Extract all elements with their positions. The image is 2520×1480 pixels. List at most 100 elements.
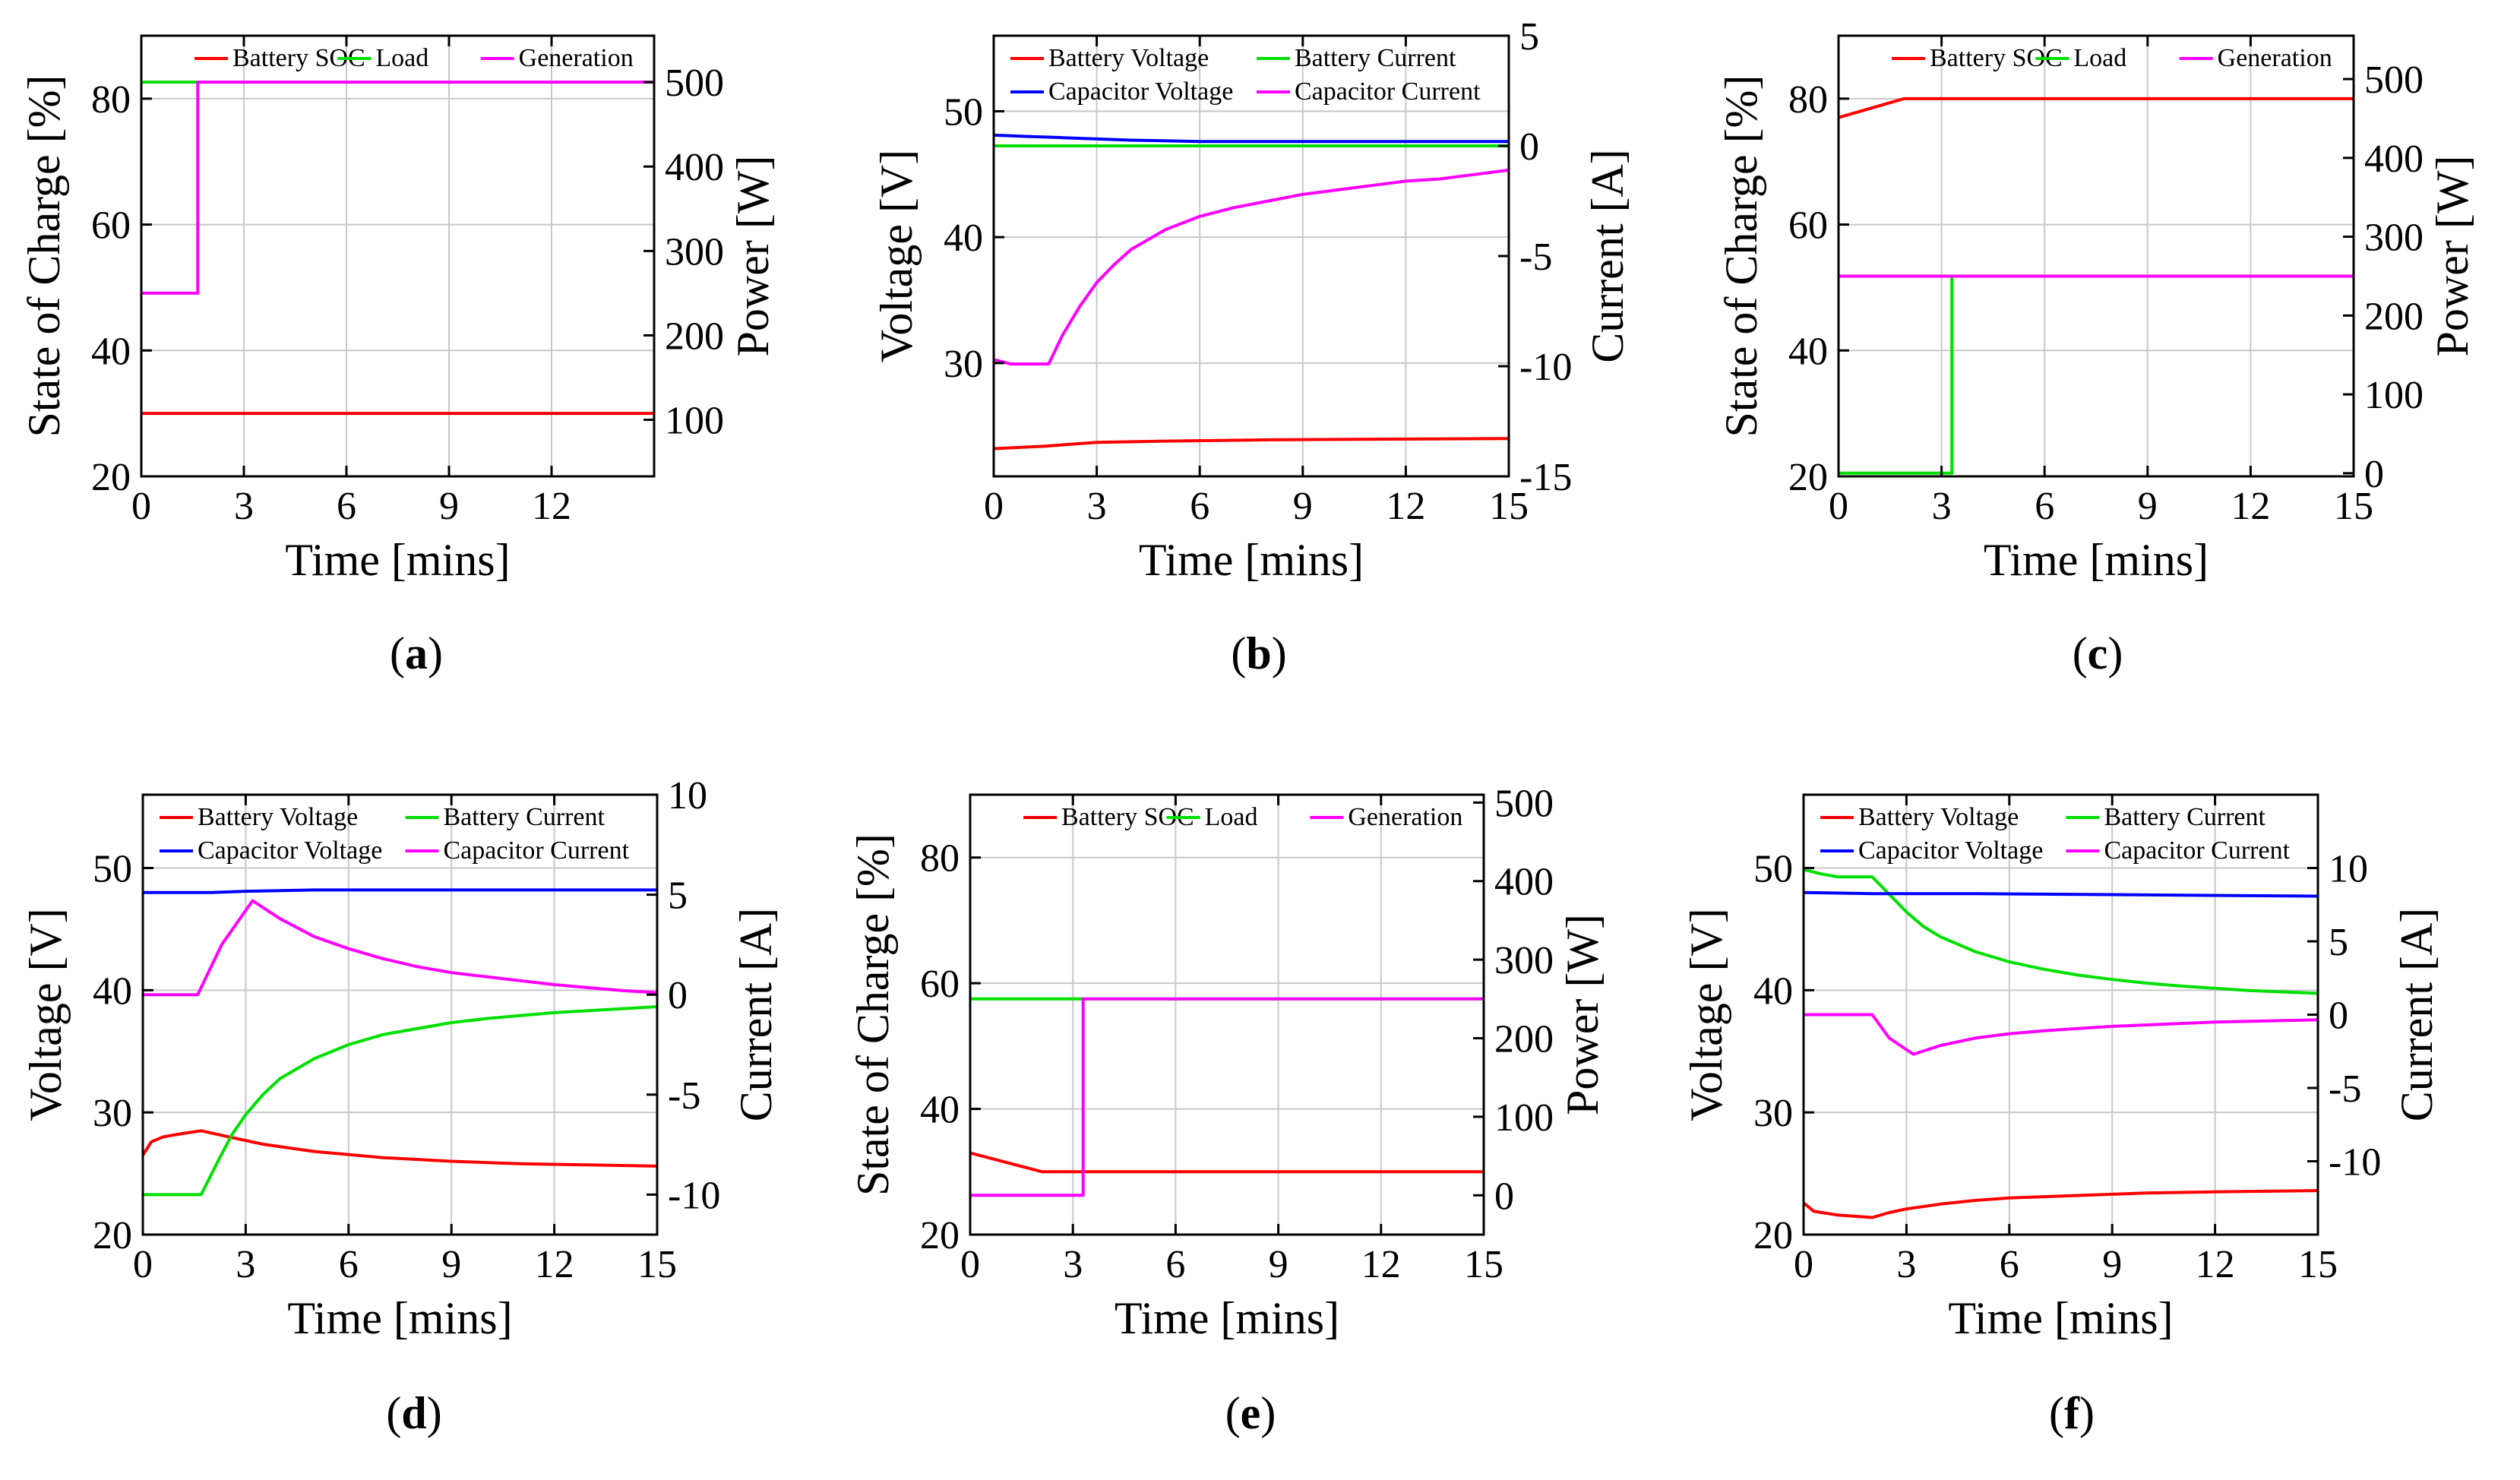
x-tick-label: 9 [439, 485, 459, 528]
x-tick-label: 6 [337, 485, 356, 528]
y2-tick-label: -5 [1519, 236, 1552, 279]
series-line-generation [970, 997, 1484, 1197]
x-tick-label: 3 [1063, 1243, 1083, 1286]
series-line-battery-voltage [143, 1129, 657, 1168]
caption-open-paren: ( [1225, 1388, 1241, 1438]
y-tick-label: 20 [1788, 456, 1828, 499]
caption-open-paren: ( [1231, 628, 1246, 678]
legend: Battery Voltage Battery Current Capacitor … [1010, 44, 1481, 106]
y-tick-label: 30 [944, 343, 983, 386]
legend-entry: Battery Current [1295, 44, 1456, 72]
series-line-capacitor-voltage [1804, 890, 2318, 898]
caption-letter: b [1246, 628, 1271, 678]
x-tick-label: 6 [2000, 1243, 2019, 1286]
caption-close-paren: ) [2079, 1388, 2095, 1438]
x-tick-label: 15 [1464, 1243, 1503, 1286]
y-tick-label: 60 [920, 963, 960, 1006]
caption-open-paren: ( [2073, 628, 2088, 678]
legend-entry: Capacitor Voltage [198, 836, 382, 865]
y-tick-label: 20 [91, 456, 131, 499]
x-axis-label: Time [mins] [1115, 1293, 1339, 1343]
plot-frame [140, 34, 656, 478]
y-tick-label: 20 [1753, 1214, 1793, 1257]
y2-tick-label: 300 [665, 230, 724, 274]
x-tick-label: 6 [2035, 485, 2054, 528]
y2-tick-label: 0 [668, 974, 688, 1017]
y2-tick-label: 200 [665, 315, 724, 358]
panel-caption: (d) [386, 1388, 441, 1438]
y2-tick-label: 300 [1494, 939, 1554, 982]
y2-tick-label: 100 [665, 400, 724, 443]
x-tick-label: 6 [1190, 485, 1209, 528]
legend-entry: Capacitor Voltage [1858, 836, 2043, 865]
x-tick-label: 12 [532, 485, 571, 528]
series-line-battery-voltage [994, 437, 1509, 451]
y-tick-label: 40 [91, 330, 131, 373]
chart-panel-d: 0 3 6 9 12 15 20 30 40 50 -10 -5 0 5 10 Time [mins] Volt… [21, 774, 781, 1438]
y-tick-label: 40 [1753, 969, 1793, 1013]
x-tick-label: 15 [2334, 485, 2373, 528]
y2-axis-label: Power [W] [1557, 914, 1608, 1115]
y-tick-label: 80 [920, 837, 960, 881]
y-tick-label: 20 [920, 1214, 960, 1257]
x-tick-label: 0 [984, 485, 1004, 528]
y2-axis-label: Power [W] [2427, 156, 2477, 357]
y-tick-label: 20 [93, 1214, 132, 1257]
chart-panel-b: 0 3 6 9 12 15 30 40 50 -15 -10 -5 0 5 Time [mins] Volta… [871, 15, 1633, 678]
x-tick-label: 9 [1269, 1243, 1288, 1286]
series-line-capacitor-voltage [143, 888, 657, 894]
y-tick-label: 80 [91, 78, 131, 122]
caption-close-paren: ) [1272, 628, 1287, 678]
x-axis-label: Time [mins] [1948, 1293, 2173, 1343]
legend-entry: Battery Voltage [198, 803, 358, 831]
legend-entry: Generation [519, 44, 634, 72]
panel-caption: (c) [2073, 628, 2123, 678]
y2-tick-label: -10 [1519, 346, 1572, 389]
x-axis-label: Time [mins] [287, 1293, 512, 1343]
y-tick-label: 50 [944, 90, 983, 134]
y-axis-label: Voltage [V] [21, 908, 71, 1121]
caption-open-paren: ( [386, 1388, 401, 1438]
x-tick-label: 15 [1489, 485, 1529, 528]
series-line-battery-voltage [1804, 1189, 2318, 1219]
legend: Battery Voltage Battery Current Capacitor … [160, 803, 630, 865]
y-tick-label: 40 [1788, 330, 1828, 373]
x-tick-label: 3 [1896, 1243, 1916, 1286]
x-tick-label: 12 [2231, 485, 2270, 528]
x-tick-label: 12 [1361, 1243, 1401, 1286]
y2-tick-label: 300 [2364, 217, 2424, 260]
y2-tick-label: 0 [2329, 995, 2348, 1038]
series-line-load [1839, 276, 1954, 475]
y2-tick-label: 200 [2364, 295, 2424, 338]
y2-axis-label: Power [W] [728, 156, 778, 357]
x-tick-label: 0 [1829, 485, 1848, 528]
y2-tick-label: 400 [665, 146, 724, 189]
x-tick-label: 9 [441, 1243, 461, 1286]
legend-entry: Battery Current [444, 803, 605, 831]
y-tick-label: 50 [1753, 848, 1793, 891]
plot-frame [141, 793, 659, 1236]
y2-tick-label: 500 [1494, 782, 1554, 825]
y2-tick-label: -15 [1519, 456, 1572, 499]
y-tick-label: 30 [1753, 1092, 1793, 1135]
y2-tick-label: 10 [2329, 848, 2368, 891]
legend-entry: Capacitor Voltage [1048, 77, 1233, 106]
legend-entry: Generation [1348, 803, 1462, 831]
x-tick-label: 12 [535, 1243, 574, 1286]
x-tick-label: 15 [637, 1243, 677, 1286]
legend-entry: Capacitor Current [2104, 836, 2291, 865]
caption-close-paren: ) [2107, 628, 2123, 678]
y-tick-label: 40 [93, 969, 132, 1013]
series-line-capacitor-voltage [994, 133, 1509, 144]
legend: Battery SOC Load Generation [1023, 803, 1462, 831]
y2-tick-label: 5 [2329, 921, 2348, 964]
caption-letter: e [1241, 1388, 1261, 1438]
legend-entry: Generation [2218, 44, 2332, 72]
x-tick-label: 9 [2102, 1243, 2122, 1286]
y2-tick-label: 5 [668, 874, 688, 918]
chart-panel-a: 0 3 6 9 12 20 40 60 80 100 200 300 400 500 Time [mins]… [19, 34, 778, 678]
caption-letter: f [2064, 1388, 2080, 1438]
y2-tick-label: 500 [665, 62, 724, 105]
caption-close-paren: ) [428, 628, 443, 678]
series-line-battery-current [143, 1005, 657, 1197]
